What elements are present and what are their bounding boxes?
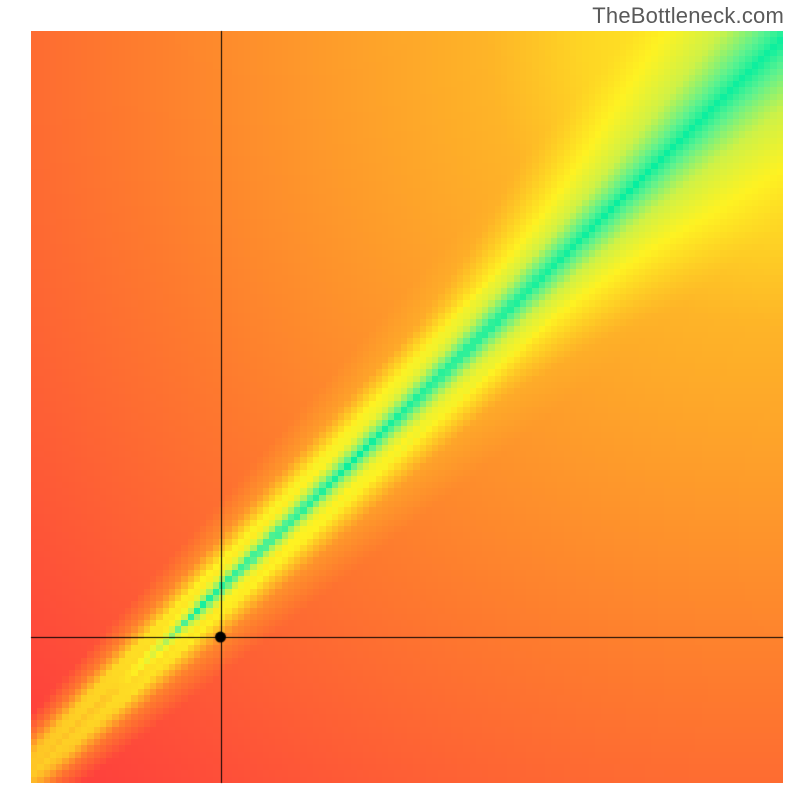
chart-container: TheBottleneck.com xyxy=(0,0,800,800)
bottleneck-heatmap xyxy=(0,0,800,800)
watermark-text: TheBottleneck.com xyxy=(592,3,784,29)
